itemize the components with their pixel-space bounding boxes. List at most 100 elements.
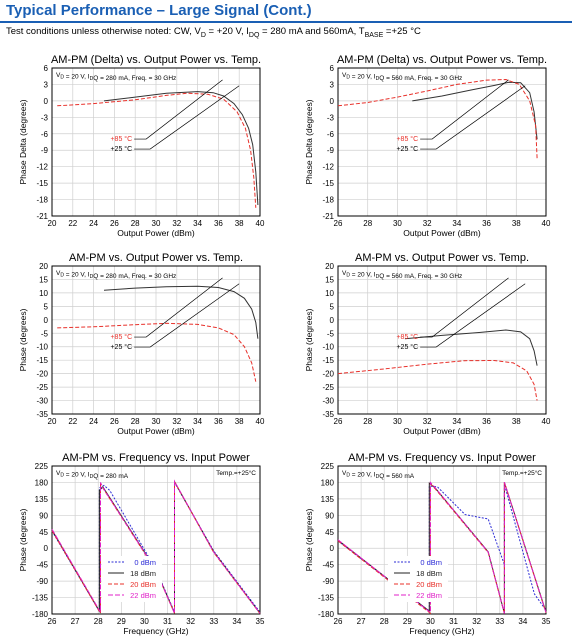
x-axis-label: Output Power (dBm) <box>403 228 481 238</box>
series-line--85-c <box>57 322 257 382</box>
series-line--85-c <box>337 78 538 159</box>
y-axis-label: Phase (degrees) <box>18 508 28 571</box>
y-tick-label: -25 <box>322 383 334 392</box>
x-tick-label: 36 <box>482 219 491 228</box>
x-tick-label: 32 <box>172 417 181 426</box>
x-axis-label: Output Power (dBm) <box>117 228 195 238</box>
y-axis-label: Phase Delta (degrees) <box>18 99 28 184</box>
x-tick-label: 30 <box>426 617 435 626</box>
page-title: Typical Performance – Large Signal (Cont… <box>6 2 312 19</box>
y-tick-label: 10 <box>325 289 334 298</box>
x-tick-label: 36 <box>482 417 491 426</box>
x-tick-label: 32 <box>172 219 181 228</box>
legend-label: 18 dBm <box>416 569 442 578</box>
chart-ampm-delta-560ma: AM-PM (Delta) vs. Output Power vs. Temp.… <box>304 54 551 238</box>
x-tick-label: 30 <box>393 417 402 426</box>
y-axis-label: Phase (degrees) <box>18 308 28 371</box>
y-tick-label: -25 <box>36 383 48 392</box>
y-tick-label: -20 <box>322 370 334 379</box>
y-tick-label: -15 <box>36 356 48 365</box>
series-line-22-dbm <box>337 481 547 614</box>
annotation-leader-25c <box>420 85 526 150</box>
annotation-85c: +85 °C <box>110 333 132 341</box>
plot-border <box>51 265 261 415</box>
y-tick-label: -35 <box>36 410 48 419</box>
x-tick-label: 26 <box>334 417 343 426</box>
x-tick-label: 38 <box>235 219 244 228</box>
title-rule <box>0 21 572 23</box>
y-tick-label: 0 <box>44 316 49 325</box>
y-tick-label: -45 <box>36 561 48 570</box>
x-tick-label: 32 <box>186 617 195 626</box>
x-tick-label: 38 <box>512 417 521 426</box>
x-axis-label: Frequency (GHz) <box>123 626 188 636</box>
y-tick-label: 0 <box>330 544 335 553</box>
plot-border <box>337 67 547 217</box>
y-tick-label: -15 <box>36 179 48 188</box>
x-tick-label: 33 <box>495 617 504 626</box>
x-tick-label: 27 <box>71 617 80 626</box>
chart-title: AM-PM vs. Frequency vs. Input Power <box>62 452 250 464</box>
test-conditions: Test conditions unless otherwise noted: … <box>6 26 421 39</box>
x-tick-label: 34 <box>193 417 202 426</box>
series-line--25-c <box>103 91 259 206</box>
y-tick-label: -5 <box>41 329 49 338</box>
chart-ampm-delta-280ma: AM-PM (Delta) vs. Output Power vs. Temp.… <box>18 54 265 238</box>
x-tick-label: 28 <box>363 417 372 426</box>
y-tick-label: 135 <box>321 495 335 504</box>
temperature-note: Temp.=+25°C <box>502 469 542 477</box>
y-tick-label: -180 <box>318 610 335 619</box>
test-condition-note: VD = 20 V, IDQ = 560 mA <box>342 470 415 480</box>
y-tick-label: 15 <box>325 275 334 284</box>
y-tick-label: -10 <box>322 343 334 352</box>
y-tick-label: 180 <box>321 478 335 487</box>
x-tick-label: 28 <box>363 219 372 228</box>
annotation-leader-85c <box>134 277 223 338</box>
x-tick-label: 30 <box>140 617 149 626</box>
plot-border <box>51 465 261 615</box>
y-tick-label: 5 <box>330 302 335 311</box>
annotation-leader-25c <box>134 85 240 150</box>
chart-title: AM-PM (Delta) vs. Output Power vs. Temp. <box>337 54 547 66</box>
x-tick-label: 30 <box>152 219 161 228</box>
x-tick-label: 36 <box>214 417 223 426</box>
y-tick-label: -15 <box>322 356 334 365</box>
legend-label: 22 dBm <box>130 591 156 600</box>
y-tick-label: 0 <box>330 316 335 325</box>
legend-label: 20 dBm <box>130 580 156 589</box>
legend-label: 22 dBm <box>416 591 442 600</box>
test-condition-note: VD = 20 V, IDQ = 560 mA, Freq. = 30 GHz <box>342 72 462 82</box>
y-tick-label: -30 <box>36 397 48 406</box>
x-tick-label: 22 <box>68 417 77 426</box>
test-condition-note: VD = 20 V, IDQ = 280 mA <box>56 470 129 480</box>
annotation-25c: +25 °C <box>396 145 418 153</box>
plot-border <box>51 67 261 217</box>
annotation-leader-25c <box>420 283 526 348</box>
x-tick-label: 40 <box>256 417 265 426</box>
x-axis-label: Frequency (GHz) <box>409 626 474 636</box>
legend-label: 18 dBm <box>130 569 156 578</box>
y-axis-label: Phase (degrees) <box>304 308 314 371</box>
y-tick-label: -3 <box>41 113 49 122</box>
y-tick-label: 20 <box>325 262 334 271</box>
x-tick-label: 26 <box>334 219 343 228</box>
y-tick-label: 0 <box>330 97 335 106</box>
annotation-leader-25c <box>134 283 240 348</box>
x-tick-label: 34 <box>193 219 202 228</box>
legend-box <box>102 556 162 602</box>
x-tick-label: 34 <box>452 219 461 228</box>
legend-label: 0 dBm <box>420 558 442 567</box>
x-tick-label: 34 <box>452 417 461 426</box>
x-tick-label: 38 <box>235 417 244 426</box>
y-axis-label: Phase Delta (degrees) <box>304 99 314 184</box>
x-tick-label: 40 <box>256 219 265 228</box>
x-tick-label: 32 <box>472 617 481 626</box>
y-tick-label: 90 <box>39 511 48 520</box>
y-tick-label: -12 <box>36 163 48 172</box>
x-tick-label: 34 <box>518 617 527 626</box>
y-tick-label: 135 <box>35 495 49 504</box>
x-tick-label: 33 <box>209 617 218 626</box>
y-tick-label: -30 <box>322 397 334 406</box>
annotation-25c: +25 °C <box>396 343 418 351</box>
y-axis-label: Phase (degrees) <box>304 508 314 571</box>
